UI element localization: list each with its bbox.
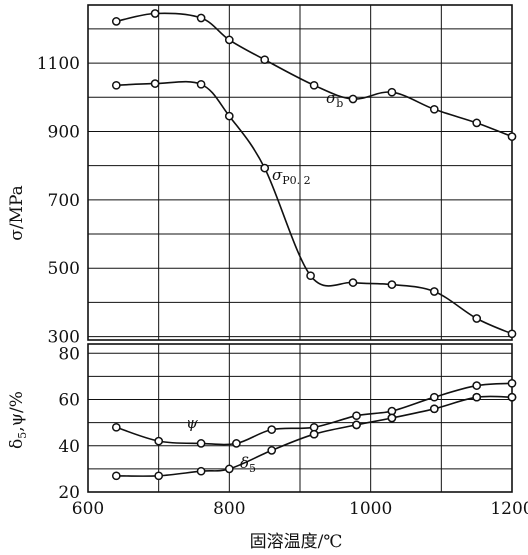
data-point-psi [196,439,206,448]
data-point-delta5 [111,471,121,481]
data-point-psi [111,422,121,432]
data-point-psi [352,411,361,421]
lower-panel-frame [87,343,513,493]
data-point-sigma-b [260,55,270,65]
data-point-sigma-p02 [224,111,234,121]
data-point-sigma-p02 [306,271,315,281]
x-tick-label: 600 [72,499,104,519]
y-tick-label: 900 [48,122,80,142]
data-point-delta5 [387,413,397,423]
grid [88,5,512,492]
series-label-sigma-b: σb [326,89,343,110]
data-point-sigma-p02 [472,314,482,323]
data-point-sigma-b [224,35,234,45]
series-line-sigma-b [116,12,513,138]
data-point-delta5 [472,392,482,402]
data-point-delta5 [352,420,361,430]
data-point-sigma-p02 [387,280,397,289]
data-point-psi [507,378,517,388]
data-point-psi [232,439,241,448]
data-point-sigma-b [196,13,206,23]
y-tick-label: 300 [48,328,80,348]
data-point-sigma-b [348,94,358,104]
y-tick-label: 700 [48,191,80,211]
upper-panel-frame [87,4,513,341]
data-point-sigma-b [387,87,397,97]
data-point-psi [267,425,277,434]
data-point-psi [387,406,397,416]
data-point-delta5 [154,471,164,481]
data-point-sigma-p02 [111,80,121,90]
series-label-delta5: δ5 [240,454,256,475]
data-point-psi [472,381,482,390]
data-point-sigma-b [429,104,439,114]
series-label-psi: ψ [186,414,198,432]
lower-y-axis-title: δ5,ψ/% [7,391,29,449]
y-tick-label: 1100 [37,54,80,74]
y-tick-label: 60 [58,391,80,411]
series-line-sigma-p02 [116,80,513,335]
data-point-sigma-p02 [348,278,358,287]
data-point-delta5 [267,446,277,455]
markers [111,9,517,481]
x-tick-label: 1000 [349,499,392,519]
x-axis-title: 固溶温度/℃ [250,532,343,552]
upper-y-axis-title: σ/MPa [7,185,27,241]
data-point-psi [429,392,439,402]
data-point-sigma-p02 [260,163,270,173]
x-tick-label: 1200 [490,499,528,519]
y-tick-label: 80 [58,344,80,364]
x-tick-label: 800 [213,499,245,519]
labels: 300 500 700 900 1100 20 40 60 80 600 800 1000 1200 σ/… [7,54,528,552]
y-tick-label: 40 [58,437,80,457]
data-point-sigma-p02 [196,79,206,89]
data-point-delta5 [507,392,517,402]
data-point-sigma-p02 [507,329,517,339]
y-tick-label: 20 [58,483,80,503]
data-point-sigma-p02 [150,79,160,88]
data-point-psi [309,422,319,432]
data-point-psi [154,436,164,446]
data-point-sigma-b [150,9,160,18]
data-point-sigma-b [309,80,319,90]
plot-frame [87,4,513,493]
data-point-sigma-b [111,17,121,26]
data-point-sigma-p02 [429,287,439,296]
y-tick-label: 500 [48,259,80,279]
data-point-delta5 [196,466,206,476]
data-point-delta5 [224,464,234,474]
data-point-sigma-b [472,118,482,128]
data-point-delta5 [429,404,439,414]
data-point-delta5 [309,429,319,439]
data-point-sigma-b [507,132,517,141]
series-label-sigma-p02: σP0. 2 [272,166,311,187]
